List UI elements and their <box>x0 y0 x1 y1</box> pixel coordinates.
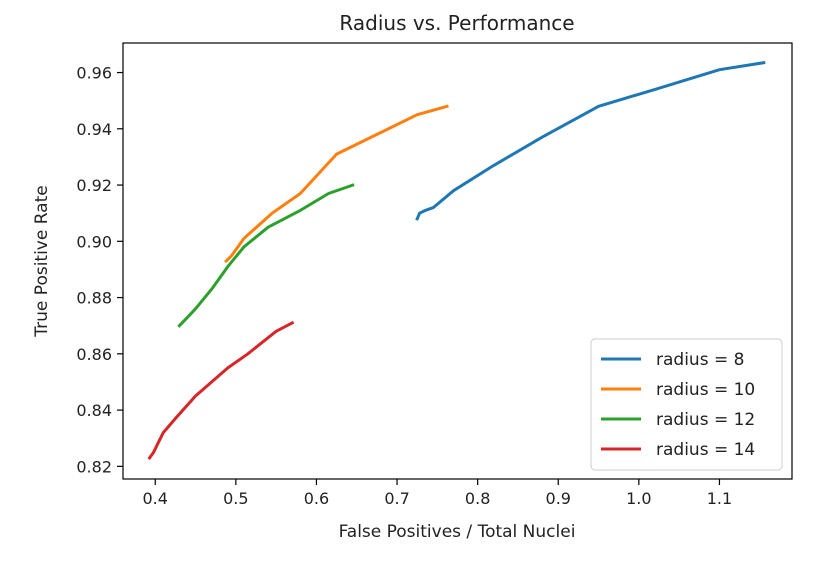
x-tick-label: 1.0 <box>626 489 651 508</box>
x-axis-label: False Positives / Total Nuclei <box>339 522 576 542</box>
y-axis: 0.82 0.84 0.86 0.88 0.90 0.92 0.94 0.96 <box>76 64 123 476</box>
y-tick-label: 0.90 <box>76 232 112 251</box>
y-tick-label: 0.82 <box>76 457 112 476</box>
y-tick-label: 0.96 <box>76 64 112 83</box>
y-tick-label: 0.88 <box>76 289 112 308</box>
series-lines <box>147 60 766 460</box>
y-tick-label: 0.84 <box>76 401 112 420</box>
legend-label: radius = 8 <box>656 350 744 370</box>
x-tick-label: 1.1 <box>707 489 732 508</box>
y-axis-label: True Positive Rate <box>32 185 52 337</box>
x-axis: 0.4 0.5 0.6 0.7 0.8 0.9 1.0 1.1 <box>143 479 732 508</box>
series-line-1 <box>224 104 449 264</box>
legend-box <box>590 338 783 471</box>
y-tick-label: 0.92 <box>76 176 112 195</box>
x-tick-label: 0.9 <box>546 489 571 508</box>
legend: radius = 8 radius = 10 radius = 12 radius =… <box>590 338 783 471</box>
x-tick-label: 0.6 <box>304 489 329 508</box>
y-tick-label: 0.86 <box>76 345 112 364</box>
series-line-3 <box>147 320 295 460</box>
series-line-2 <box>177 183 355 328</box>
legend-label: radius = 14 <box>656 440 755 460</box>
legend-label: radius = 10 <box>656 380 755 400</box>
series-line-0 <box>415 60 766 221</box>
x-tick-label: 0.8 <box>465 489 490 508</box>
x-tick-label: 0.5 <box>223 489 248 508</box>
x-tick-label: 0.4 <box>143 489 168 508</box>
legend-label: radius = 12 <box>656 410 755 430</box>
y-tick-label: 0.94 <box>76 120 112 139</box>
chart-title: Radius vs. Performance <box>339 11 574 35</box>
x-tick-label: 0.7 <box>384 489 409 508</box>
